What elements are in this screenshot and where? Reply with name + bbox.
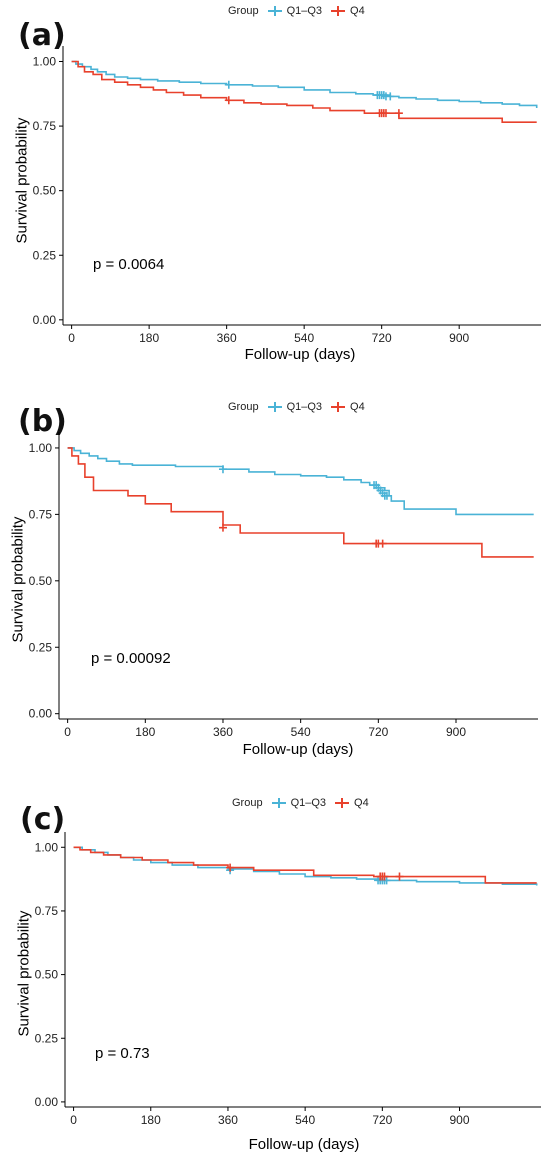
p-value-annotation: p = 0.73 bbox=[95, 1045, 150, 1062]
censor-mark-q1-q3 bbox=[382, 491, 391, 500]
y-tick-label: 0.50 bbox=[33, 184, 57, 198]
legend-label-q1q3: Q1–Q3 bbox=[286, 5, 323, 17]
survival-plot-b: 0 180 360 540 720 900 0.00 0.25 0.50 0.75 1.00 bbox=[29, 432, 538, 739]
chart-panel-b: (b) Group Q1–Q3 Q4 0 180 360 540 720 900 0.00 0… bbox=[0, 388, 550, 773]
x-tick-label: 900 bbox=[446, 725, 466, 739]
x-tick-label: 720 bbox=[372, 331, 392, 345]
x-axis-label: Follow-up (days) bbox=[248, 1136, 360, 1153]
x-tick-label: 360 bbox=[218, 1113, 238, 1127]
panel-label: (b) bbox=[18, 404, 67, 439]
survival-curve-q4 bbox=[67, 447, 534, 558]
x-axis-label: Follow-up (days) bbox=[242, 741, 354, 758]
survival-curve-q4 bbox=[73, 846, 537, 884]
legend-key-q4 bbox=[330, 3, 346, 19]
y-tick-label: 0.75 bbox=[33, 119, 57, 133]
p-value-annotation: p = 0.0064 bbox=[93, 256, 165, 273]
legend-label-q1q3: Q1–Q3 bbox=[286, 401, 323, 413]
censor-mark-q4 bbox=[226, 863, 235, 872]
x-tick-label: 0 bbox=[70, 1113, 77, 1127]
censor-mark-q1-q3 bbox=[224, 80, 233, 89]
legend: Group Q1–Q3 Q4 bbox=[232, 795, 377, 811]
censor-mark-q4 bbox=[394, 109, 403, 118]
survival-plot-a: 0 180 360 540 720 900 0.00 0.25 0.50 0.75 1.00 bbox=[33, 46, 541, 345]
y-tick-label: 0.50 bbox=[35, 968, 59, 982]
censor-mark-q4 bbox=[380, 872, 389, 881]
y-axis-label: Survival probability bbox=[13, 117, 31, 244]
legend-label-q1q3: Q1–Q3 bbox=[290, 797, 327, 809]
x-tick-label: 180 bbox=[141, 1113, 161, 1127]
panel-label: (c) bbox=[20, 802, 66, 837]
censor-mark-q4 bbox=[378, 539, 387, 548]
legend: Group Q1–Q3 Q4 bbox=[228, 399, 373, 415]
x-tick-label: 360 bbox=[213, 725, 233, 739]
legend-label-q4: Q4 bbox=[350, 5, 365, 17]
x-tick-label: 540 bbox=[295, 1113, 315, 1127]
x-tick-label: 360 bbox=[217, 331, 237, 345]
y-tick-label: 0.25 bbox=[35, 1031, 59, 1045]
y-tick-label: 0.50 bbox=[29, 574, 53, 588]
legend-key-q1q3 bbox=[271, 795, 287, 811]
legend-label-q4: Q4 bbox=[354, 797, 369, 809]
y-axis-label: Survival probability bbox=[9, 516, 27, 643]
x-tick-label: 900 bbox=[449, 331, 469, 345]
censor-mark-q1-q3 bbox=[218, 465, 227, 474]
y-tick-label: 1.00 bbox=[33, 55, 57, 69]
y-tick-label: 0.75 bbox=[35, 904, 59, 918]
p-value-annotation: p = 0.00092 bbox=[91, 650, 171, 667]
chart-panel-c: (c) Group Q1–Q3 Q4 0 180 360 540 720 900 0.00 0… bbox=[0, 785, 550, 1162]
x-tick-label: 0 bbox=[64, 725, 71, 739]
y-tick-label: 0.00 bbox=[29, 707, 53, 721]
legend-label-q4: Q4 bbox=[350, 401, 365, 413]
legend-title: Group bbox=[228, 5, 259, 17]
survival-curve-q1-q3 bbox=[67, 447, 534, 516]
survival-plot-c: 0 180 360 540 720 900 0.00 0.25 0.50 0.75 1.00 bbox=[35, 832, 541, 1127]
survival-curve-q4 bbox=[71, 60, 537, 123]
x-tick-label: 900 bbox=[450, 1113, 470, 1127]
x-tick-label: 540 bbox=[294, 331, 314, 345]
legend: Group Q1–Q3 Q4 bbox=[228, 3, 373, 19]
censor-mark-q4 bbox=[224, 96, 233, 105]
y-tick-label: 0.25 bbox=[33, 248, 57, 262]
y-tick-label: 0.25 bbox=[29, 640, 53, 654]
x-tick-label: 720 bbox=[368, 725, 388, 739]
x-tick-label: 180 bbox=[135, 725, 155, 739]
legend-key-q1q3 bbox=[267, 399, 283, 415]
y-tick-label: 0.00 bbox=[35, 1095, 59, 1109]
censor-mark-q1-q3 bbox=[386, 92, 395, 101]
legend-key-q4 bbox=[334, 795, 350, 811]
censor-mark-q4 bbox=[218, 523, 227, 532]
x-tick-label: 180 bbox=[139, 331, 159, 345]
censor-mark-q4 bbox=[395, 872, 404, 881]
x-tick-label: 0 bbox=[68, 331, 75, 345]
chart-panel-a: (a) Group Q1–Q3 Q4 0 180 360 540 720 900 0.00 0… bbox=[0, 0, 550, 380]
x-tick-label: 720 bbox=[372, 1113, 392, 1127]
x-axis-label: Follow-up (days) bbox=[244, 346, 356, 363]
panel-label: (a) bbox=[18, 18, 66, 53]
legend-title: Group bbox=[232, 797, 263, 809]
censor-mark-q4 bbox=[381, 109, 390, 118]
x-tick-label: 540 bbox=[291, 725, 311, 739]
y-tick-label: 1.00 bbox=[35, 840, 59, 854]
survival-curve-q1-q3 bbox=[73, 846, 538, 886]
survival-curve-q1-q3 bbox=[71, 60, 538, 108]
legend-title: Group bbox=[228, 401, 259, 413]
y-axis-label: Survival probability bbox=[15, 910, 33, 1037]
legend-key-q4 bbox=[330, 399, 346, 415]
legend-key-q1q3 bbox=[267, 3, 283, 19]
y-tick-label: 0.00 bbox=[33, 313, 57, 327]
y-tick-label: 1.00 bbox=[29, 441, 53, 455]
y-tick-label: 0.75 bbox=[29, 507, 53, 521]
